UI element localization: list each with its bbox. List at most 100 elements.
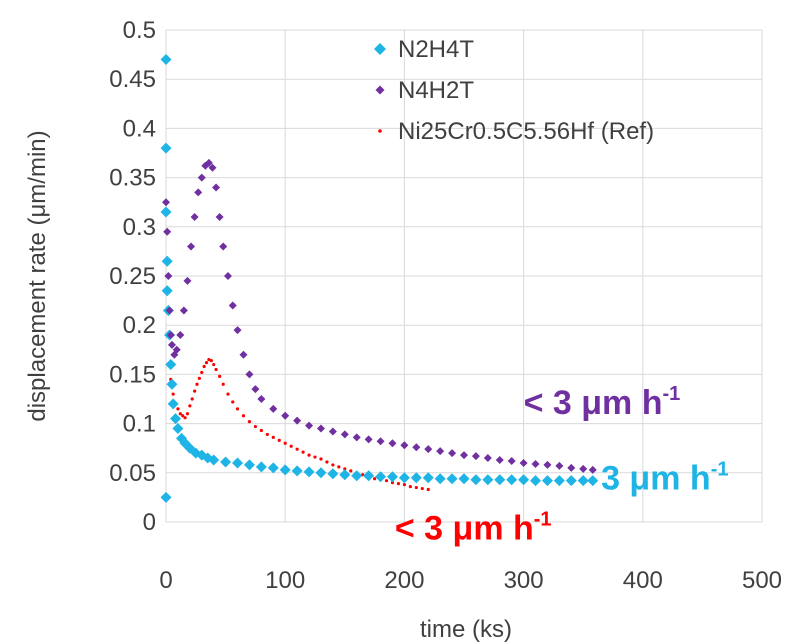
data-point [251, 385, 259, 393]
data-point [284, 442, 287, 445]
data-point [266, 433, 269, 436]
data-point [470, 474, 481, 485]
data-point [385, 479, 388, 482]
y-tick-label: 0.5 [123, 17, 156, 44]
data-point [269, 405, 277, 413]
data-point [400, 441, 408, 449]
data-point [319, 457, 322, 460]
data-point [180, 306, 188, 314]
data-point [234, 326, 242, 334]
annotation-superscript: -1 [711, 459, 729, 481]
data-point [351, 470, 362, 481]
data-point [399, 472, 410, 483]
data-point [268, 462, 279, 473]
data-point [161, 54, 172, 65]
data-point [421, 487, 424, 490]
data-point [484, 454, 492, 462]
y-tick-label: 0.1 [123, 411, 156, 438]
data-point [532, 460, 540, 468]
data-point [161, 207, 172, 218]
data-point [301, 451, 304, 454]
data-point [162, 256, 173, 267]
data-point [315, 467, 326, 478]
data-point [222, 383, 225, 386]
data-point [339, 469, 350, 480]
data-point [231, 400, 234, 403]
data-point [161, 492, 172, 503]
data-point [219, 242, 227, 250]
data-point [198, 377, 201, 380]
data-point [216, 213, 224, 221]
y-axis-title: displacement rate (μm/min) [24, 130, 51, 421]
data-point [162, 198, 170, 206]
data-point [530, 475, 541, 486]
data-point [244, 459, 255, 470]
data-point [193, 390, 196, 393]
legend-label: N4H2T [398, 77, 474, 104]
y-tick-label: 0.35 [109, 165, 156, 192]
data-point [543, 461, 551, 469]
data-point [353, 433, 361, 441]
data-point [579, 465, 587, 473]
legend-label: Ni25Cr0.5C5.56Hf (Ref) [398, 118, 654, 145]
data-point [460, 451, 468, 459]
data-point [191, 213, 199, 221]
data-point [166, 379, 177, 390]
data-point [424, 445, 432, 453]
data-point [257, 395, 265, 403]
x-axis-title: time (ks) [420, 616, 512, 643]
data-point [388, 439, 396, 447]
data-point [566, 475, 577, 486]
data-point [567, 464, 575, 472]
y-tick-label: 0.05 [109, 460, 156, 487]
y-tick-label: 0.4 [123, 115, 156, 142]
data-point [435, 473, 446, 484]
data-point [165, 359, 176, 370]
data-point [176, 331, 184, 339]
data-point [587, 475, 598, 486]
data-point [494, 474, 505, 485]
data-point [472, 452, 480, 460]
legend-marker [378, 129, 382, 133]
legend-marker [376, 86, 385, 95]
data-point [341, 430, 349, 438]
data-point [212, 183, 220, 191]
data-point [205, 361, 208, 364]
data-point [214, 368, 217, 371]
data-point [290, 445, 293, 448]
data-point [172, 423, 183, 434]
data-point [272, 436, 275, 439]
data-point [176, 407, 179, 410]
rate-annotation: < 3 μm h-1 [524, 383, 681, 422]
data-point [281, 412, 289, 420]
y-tick-label: 0.25 [109, 263, 156, 290]
data-point [436, 447, 444, 455]
rate-annotation: < 3 μm h-1 [395, 509, 552, 548]
data-point [188, 404, 191, 407]
data-point [409, 485, 412, 488]
data-point [327, 468, 338, 479]
y-tick-label: 0.2 [123, 312, 156, 339]
annotation-superscript: -1 [534, 509, 552, 531]
data-point [412, 443, 420, 451]
y-tick-label: 0.15 [109, 361, 156, 388]
data-point [203, 365, 206, 368]
data-point [329, 427, 337, 435]
data-point [415, 486, 418, 489]
data-point [210, 359, 213, 362]
data-point [506, 474, 517, 485]
data-point [187, 242, 195, 250]
data-point [254, 425, 257, 428]
data-point [305, 422, 313, 430]
data-point [296, 448, 299, 451]
data-point [403, 483, 406, 486]
y-tick-labels: 00.050.10.150.20.250.30.350.40.450.5 [109, 17, 156, 536]
x-tick-label: 0 [159, 567, 172, 594]
data-point [245, 370, 253, 378]
data-point [518, 474, 529, 485]
data-point [224, 272, 232, 280]
rate-annotation: 3 μm h-1 [601, 459, 728, 498]
x-tick-labels: 0 100 200 300 400 500 [159, 567, 782, 594]
data-point [508, 457, 516, 465]
